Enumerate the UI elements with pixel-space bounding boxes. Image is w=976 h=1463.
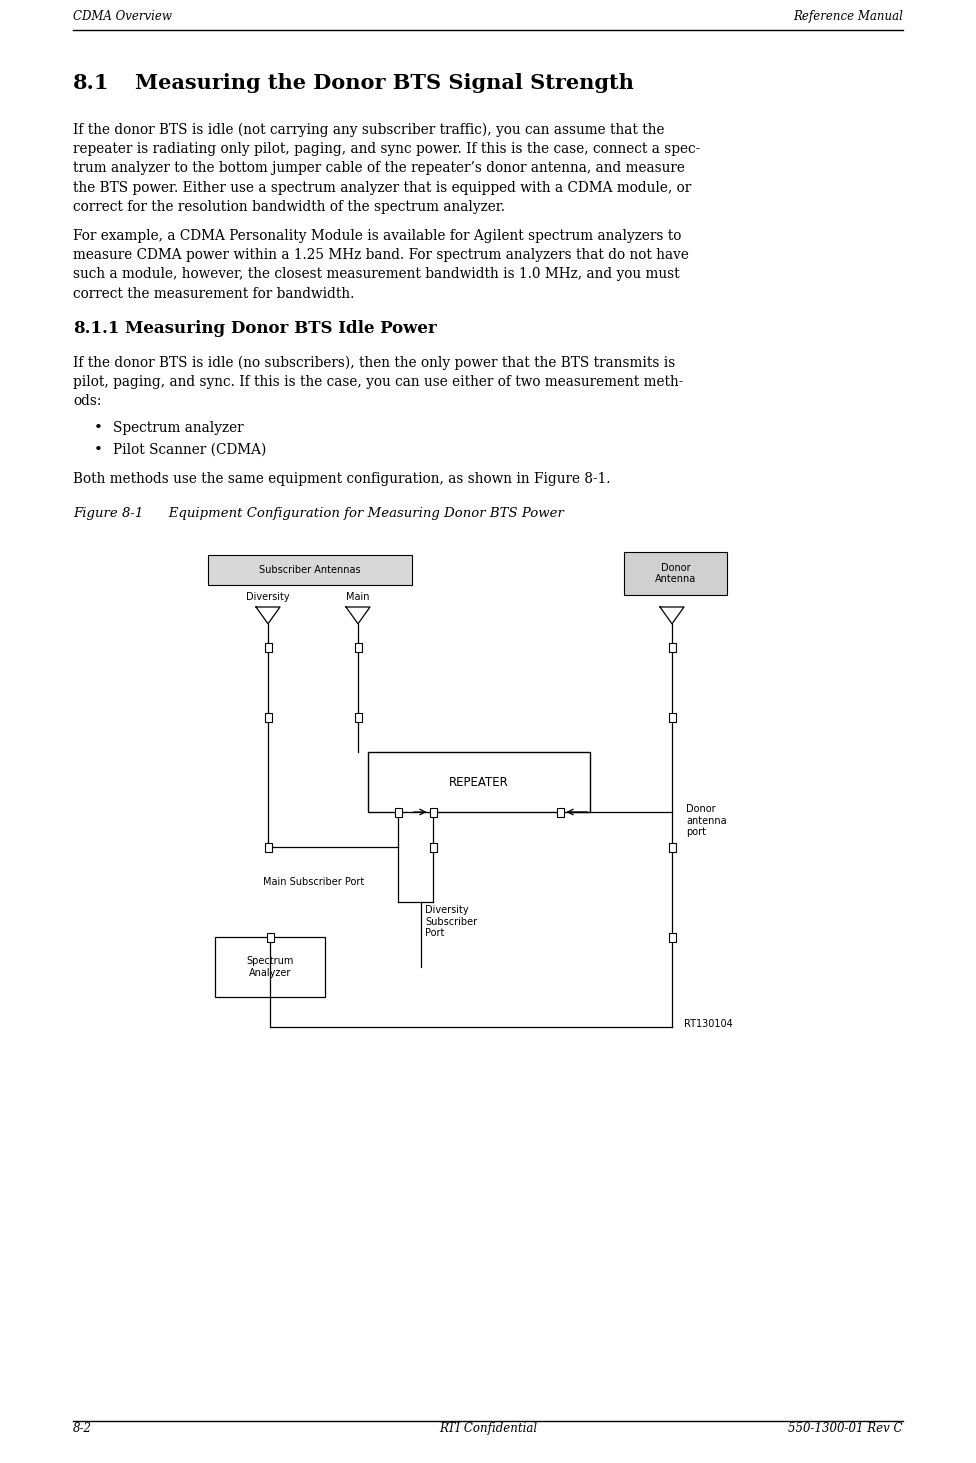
Bar: [264, 642, 271, 651]
Text: REPEATER: REPEATER: [449, 775, 508, 789]
Bar: [264, 843, 271, 851]
Text: For example, a CDMA Personality Module is available for Agilent spectrum analyze: For example, a CDMA Personality Module i…: [73, 230, 681, 243]
Text: If the donor BTS is idle (not carrying any subscriber traffic), you can assume t: If the donor BTS is idle (not carrying a…: [73, 123, 665, 138]
Text: Both methods use the same equipment configuration, as shown in Figure 8-1.: Both methods use the same equipment conf…: [73, 471, 611, 486]
Text: 8.1.1: 8.1.1: [73, 320, 119, 336]
Text: 8-2: 8-2: [73, 1422, 92, 1435]
Text: Figure 8-1      Equipment Configuration for Measuring Donor BTS Power: Figure 8-1 Equipment Configuration for M…: [73, 508, 564, 519]
Bar: [429, 808, 436, 816]
Text: Main Subscriber Port: Main Subscriber Port: [263, 876, 364, 887]
Bar: [669, 932, 675, 942]
Text: •: •: [94, 443, 102, 456]
Text: pilot, paging, and sync. If this is the case, you can use either of two measurem: pilot, paging, and sync. If this is the …: [73, 375, 683, 389]
Bar: [624, 552, 727, 595]
Bar: [394, 808, 401, 816]
Text: If the donor BTS is idle (no subscribers), then the only power that the BTS tran: If the donor BTS is idle (no subscribers…: [73, 356, 675, 370]
Text: Measuring the Donor BTS Signal Strength: Measuring the Donor BTS Signal Strength: [135, 73, 633, 94]
Text: Subscriber Antennas: Subscriber Antennas: [260, 565, 361, 575]
Text: RT130104: RT130104: [684, 1020, 733, 1028]
Bar: [354, 642, 361, 651]
Bar: [215, 936, 325, 996]
Text: CDMA Overview: CDMA Overview: [73, 10, 172, 23]
Bar: [266, 932, 273, 942]
Bar: [368, 752, 590, 812]
Text: ods:: ods:: [73, 394, 102, 408]
Text: 550-1300-01 Rev C: 550-1300-01 Rev C: [789, 1422, 903, 1435]
Text: Measuring Donor BTS Idle Power: Measuring Donor BTS Idle Power: [125, 320, 436, 336]
Text: Reference Manual: Reference Manual: [793, 10, 903, 23]
Text: repeater is radiating only pilot, paging, and sync power. If this is the case, c: repeater is radiating only pilot, paging…: [73, 142, 700, 157]
Text: correct the measurement for bandwidth.: correct the measurement for bandwidth.: [73, 287, 354, 300]
Text: correct for the resolution bandwidth of the spectrum analyzer.: correct for the resolution bandwidth of …: [73, 200, 505, 214]
Text: •: •: [94, 421, 102, 436]
Text: 8.1: 8.1: [73, 73, 109, 94]
Bar: [556, 808, 563, 816]
Text: Diversity
Subscriber
Port: Diversity Subscriber Port: [426, 906, 477, 938]
Text: Donor
Antenna: Donor Antenna: [655, 563, 696, 584]
Bar: [669, 642, 675, 651]
Bar: [264, 712, 271, 721]
Text: Pilot Scanner (CDMA): Pilot Scanner (CDMA): [113, 443, 266, 456]
Bar: [354, 712, 361, 721]
Text: the BTS power. Either use a spectrum analyzer that is equipped with a CDMA modul: the BTS power. Either use a spectrum ana…: [73, 180, 691, 195]
Bar: [429, 843, 436, 851]
Text: Diversity: Diversity: [246, 593, 290, 601]
Text: Main: Main: [346, 593, 370, 601]
Text: Donor
antenna
port: Donor antenna port: [686, 805, 726, 837]
Text: Spectrum
Analyzer: Spectrum Analyzer: [246, 957, 294, 977]
Text: Spectrum analyzer: Spectrum analyzer: [113, 421, 244, 436]
Bar: [208, 554, 412, 585]
Text: measure CDMA power within a 1.25 MHz band. For spectrum analyzers that do not ha: measure CDMA power within a 1.25 MHz ban…: [73, 249, 689, 262]
Bar: [669, 843, 675, 851]
Bar: [669, 712, 675, 721]
Text: such a module, however, the closest measurement bandwidth is 1.0 MHz, and you mu: such a module, however, the closest meas…: [73, 268, 679, 281]
Text: trum analyzer to the bottom jumper cable of the repeater’s donor antenna, and me: trum analyzer to the bottom jumper cable…: [73, 161, 685, 176]
Text: RTI Confidential: RTI Confidential: [439, 1422, 537, 1435]
